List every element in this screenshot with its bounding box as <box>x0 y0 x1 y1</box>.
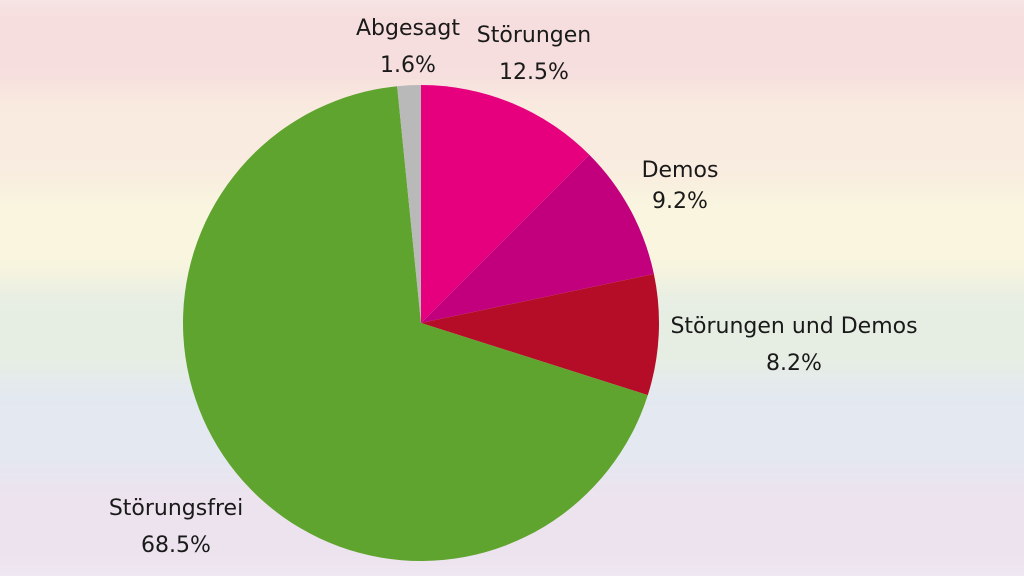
slice-label: Abgesagt <box>356 16 460 41</box>
slice-value-label: 9.2% <box>652 189 708 214</box>
slice-label: Demos <box>642 158 719 183</box>
slice-label: Störungsfrei <box>109 496 243 521</box>
slice-label: Störungen und Demos <box>670 314 917 339</box>
slice-value-label: 8.2% <box>766 351 822 376</box>
pie-slices <box>183 85 659 561</box>
slice-value-label: 1.6% <box>380 53 436 78</box>
pie-slice-abgesagt <box>397 85 421 323</box>
pie-slice-demos <box>421 154 654 323</box>
flag-band <box>0 0 1024 102</box>
pie-slice-störungsfrei <box>183 86 648 561</box>
pie-labels: Störungen 12.5% Demos 9.2% Störungen und Dem… <box>109 16 918 558</box>
slice-label: Störungen <box>477 23 591 48</box>
slice-value-label: 12.5% <box>499 60 569 85</box>
pie-slice-störungen-und-demos <box>421 274 659 396</box>
pie-slice-störungen <box>421 85 590 323</box>
slice-value-label: 68.5% <box>141 533 211 558</box>
